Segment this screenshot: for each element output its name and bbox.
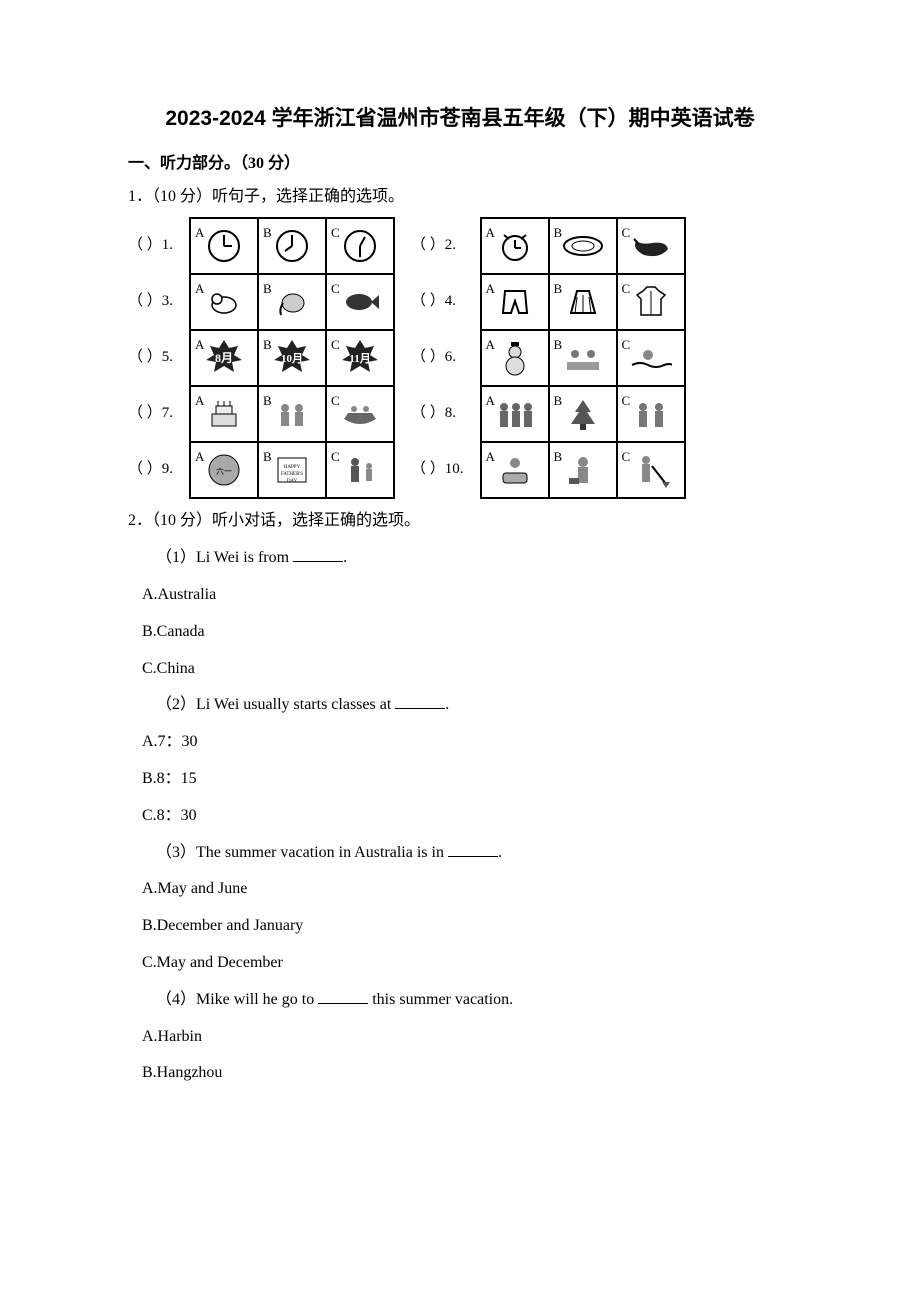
q2-stem: 2．（10 分）听小对话，选择正确的选项。 bbox=[128, 507, 792, 536]
svg-text:10月: 10月 bbox=[281, 352, 303, 365]
q1-label: （ ）10. bbox=[411, 441, 464, 497]
q1-label: （ ）5. bbox=[128, 329, 173, 385]
svg-text:8月: 8月 bbox=[215, 351, 233, 365]
q2-option: B.Hangzhou bbox=[142, 1059, 792, 1088]
opt-letter: A bbox=[195, 221, 204, 244]
opt-letter: A bbox=[195, 277, 204, 300]
q2-option: B.Canada bbox=[142, 618, 792, 647]
q2-sub-suffix: . bbox=[445, 696, 449, 713]
opt-letter: B bbox=[554, 221, 563, 244]
q1-stem: 1．（10 分）听句子，选择正确的选项。 bbox=[128, 183, 792, 212]
q2-sub-suffix: . bbox=[498, 844, 502, 861]
opt-letter: C bbox=[331, 221, 340, 244]
q2-sub-4: （4）Mike will he go to this summer vacati… bbox=[156, 986, 792, 1015]
blank bbox=[448, 843, 498, 857]
svg-text:六一: 六一 bbox=[216, 466, 232, 476]
opt-letter: B bbox=[263, 277, 272, 300]
clock-icon bbox=[331, 221, 389, 271]
blank bbox=[293, 548, 343, 562]
opt-letter: C bbox=[622, 333, 631, 356]
opt-letter: A bbox=[195, 389, 204, 412]
fish-icon bbox=[331, 277, 389, 327]
teacher-icon bbox=[331, 445, 389, 495]
q2-sub-text: （3）The summer vacation in Australia is i… bbox=[156, 844, 448, 861]
opt-letter: A bbox=[486, 445, 495, 468]
opt-letter: B bbox=[554, 389, 563, 412]
q1-right-labels: （ ）2. （ ）4. （ ）6. （ ）8. （ ）10. bbox=[411, 217, 464, 497]
opt-letter: C bbox=[622, 221, 631, 244]
q2-sub-suffix: this summer vacation. bbox=[368, 991, 513, 1008]
opt-letter: C bbox=[331, 389, 340, 412]
opt-letter: B bbox=[263, 389, 272, 412]
q2-option: A.7：30 bbox=[142, 728, 792, 757]
cooking-icon bbox=[554, 445, 612, 495]
q2-option: C.8：30 bbox=[142, 802, 792, 831]
q1-left-labels: （ ）1. （ ）3. （ ）5. （ ）7. （ ）9. bbox=[128, 217, 173, 497]
opt-letter: B bbox=[263, 333, 272, 356]
q1-label: （ ）4. bbox=[411, 273, 464, 329]
svg-text:11月: 11月 bbox=[349, 352, 370, 365]
q2-sub-text: （2）Li Wei usually starts classes at bbox=[156, 696, 395, 713]
q2-option: A.May and June bbox=[142, 875, 792, 904]
q1-label: （ ）8. bbox=[411, 385, 464, 441]
q2-option: A.Australia bbox=[142, 581, 792, 610]
svg-text:HAPPY: HAPPY bbox=[284, 465, 301, 470]
svg-text:DAY: DAY bbox=[287, 479, 298, 484]
opt-letter: B bbox=[263, 221, 272, 244]
section-1-header: 一、听力部分。（30 分） bbox=[128, 150, 792, 179]
opt-letter: C bbox=[622, 389, 631, 412]
exam-title: 2023-2024 学年浙江省温州市苍南县五年级（下）期中英语试卷 bbox=[128, 100, 792, 138]
opt-letter: C bbox=[622, 445, 631, 468]
skirt-icon bbox=[554, 277, 612, 327]
q1-label: （ ）3. bbox=[128, 273, 173, 329]
q2-sub-3: （3）The summer vacation in Australia is i… bbox=[156, 839, 792, 868]
children-icon bbox=[622, 389, 680, 439]
opt-letter: A bbox=[486, 389, 495, 412]
opt-letter: C bbox=[622, 277, 631, 300]
opt-letter: A bbox=[486, 277, 495, 300]
swimming-icon bbox=[622, 333, 680, 383]
christmas-tree-icon bbox=[554, 389, 612, 439]
q1-label: （ ）7. bbox=[128, 385, 173, 441]
q1-right-table: A B C A B C A B C A B C A B C bbox=[480, 217, 686, 499]
opt-letter: B bbox=[554, 277, 563, 300]
q1-left-table: A B C A B C A 8月 B 10月 C 11月 A B C A 六一 B HAP… bbox=[189, 217, 395, 499]
q1-picture-block: （ ）1. （ ）3. （ ）5. （ ）7. （ ）9. A B C A B … bbox=[128, 217, 792, 499]
boat-icon bbox=[331, 389, 389, 439]
q2-sub-2: （2）Li Wei usually starts classes at . bbox=[156, 691, 792, 720]
q2-sub-text: （4）Mike will he go to bbox=[156, 991, 318, 1008]
opt-letter: A bbox=[486, 221, 495, 244]
q2-option: B.December and January bbox=[142, 912, 792, 941]
blank bbox=[395, 695, 445, 709]
q2-sub-text: （1）Li Wei is from bbox=[156, 549, 293, 566]
opt-letter: C bbox=[331, 333, 340, 356]
q1-label: （ ）6. bbox=[411, 329, 464, 385]
q1-label: （ ）9. bbox=[128, 441, 173, 497]
opt-letter: A bbox=[195, 445, 204, 468]
q2-sub-1: （1）Li Wei is from . bbox=[156, 544, 792, 573]
opt-letter: A bbox=[486, 333, 495, 356]
q2-option: C.May and December bbox=[142, 949, 792, 978]
opt-letter: B bbox=[554, 333, 563, 356]
q2-option: A.Harbin bbox=[142, 1023, 792, 1052]
opt-letter: C bbox=[331, 445, 340, 468]
svg-text:FATHER'S: FATHER'S bbox=[281, 472, 303, 477]
opt-letter: B bbox=[263, 445, 272, 468]
q2-option: C.China bbox=[142, 655, 792, 684]
q2-option: B.8：15 bbox=[142, 765, 792, 794]
q1-label: （ ）2. bbox=[411, 217, 464, 273]
opt-letter: C bbox=[331, 277, 340, 300]
plate-icon bbox=[554, 221, 612, 271]
opt-letter: B bbox=[554, 445, 563, 468]
q1-label: （ ）1. bbox=[128, 217, 173, 273]
q2-sub-suffix: . bbox=[343, 549, 347, 566]
sweeping-icon bbox=[622, 445, 680, 495]
shirt-icon bbox=[622, 277, 680, 327]
month-11-icon: 11月 bbox=[331, 333, 389, 383]
picnic-icon bbox=[554, 333, 612, 383]
blank bbox=[318, 990, 368, 1004]
opt-letter: A bbox=[195, 333, 204, 356]
eggplant-icon bbox=[622, 221, 680, 271]
